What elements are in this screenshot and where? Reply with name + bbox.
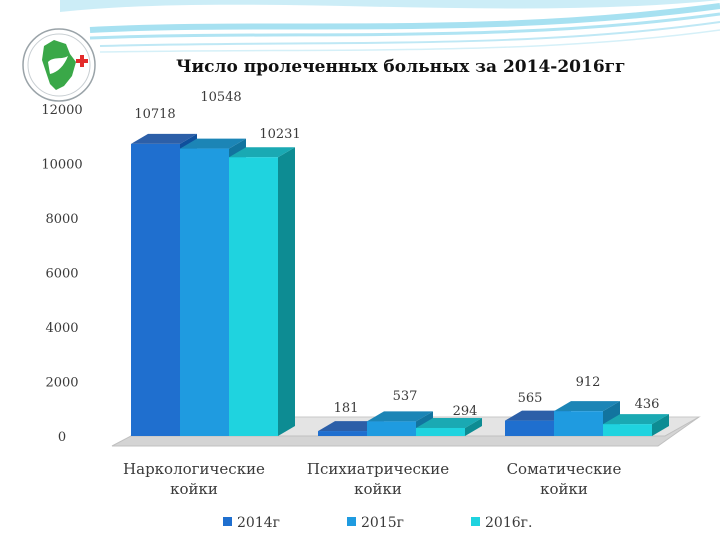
category-label: Психиатрические (307, 460, 449, 478)
data-label: 912 (576, 375, 601, 390)
bar (367, 421, 416, 436)
legend-label: 2016г. (485, 515, 532, 531)
data-label: 537 (393, 389, 418, 404)
bar-side (278, 147, 295, 436)
floor-front (111, 416, 700, 447)
y-tick-label: 2000 (45, 376, 78, 391)
legend-label: 2015г (361, 515, 404, 531)
category-label: койки (170, 480, 218, 498)
y-tick-label: 10000 (41, 158, 82, 173)
legend-label: 2014г (237, 515, 280, 531)
data-label: 436 (635, 397, 660, 412)
organization-logo (22, 28, 96, 102)
bar (180, 148, 229, 436)
category-label: Наркологические (123, 460, 265, 478)
legend-swatch (223, 517, 232, 526)
bar (318, 431, 367, 436)
legend-swatch (347, 517, 356, 526)
data-label: 10548 (200, 90, 241, 105)
bar (131, 143, 180, 436)
bar-top (367, 411, 433, 422)
category-label: Соматические (507, 460, 622, 478)
bar (505, 420, 554, 436)
y-tick-label: 6000 (45, 267, 78, 282)
data-label: 10231 (259, 127, 300, 142)
y-tick-label: 12000 (41, 103, 82, 118)
y-tick-label: 4000 (45, 321, 78, 336)
category-label: койки (354, 480, 402, 498)
bar (554, 411, 603, 436)
data-label: 10718 (134, 107, 175, 122)
bar-top (416, 417, 482, 428)
chart-title: Число пролеченных больных за 2014-2016гг (176, 57, 626, 77)
bar (416, 427, 465, 436)
data-label: 181 (334, 401, 359, 416)
y-tick-label: 8000 (45, 212, 78, 227)
bar-side (652, 414, 669, 436)
bar-top (603, 414, 669, 425)
bar-top (180, 138, 246, 149)
bar-top (554, 401, 620, 412)
data-label: 565 (518, 391, 543, 406)
bar-top (131, 133, 197, 144)
legend-swatch (471, 517, 480, 526)
bar-side (465, 417, 482, 436)
data-label: 294 (453, 404, 478, 419)
y-tick-label: 0 (58, 430, 66, 445)
bar-top (229, 147, 295, 158)
bar (603, 424, 652, 436)
category-label: койки (540, 480, 588, 498)
bar (229, 157, 278, 436)
